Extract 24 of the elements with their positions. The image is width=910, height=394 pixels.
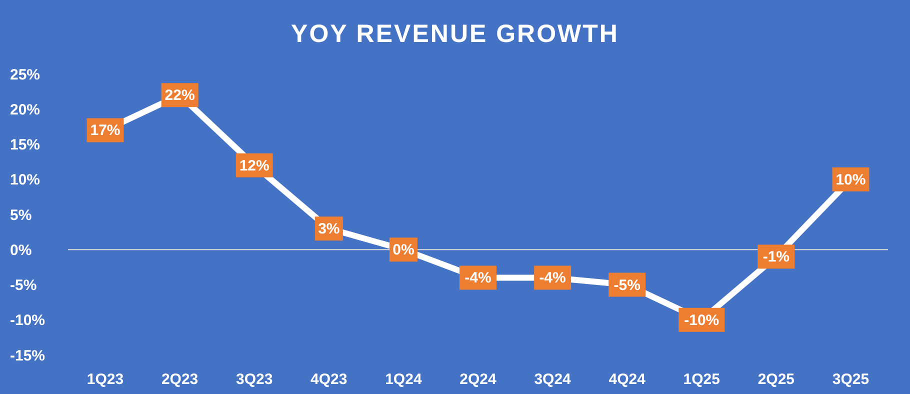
y-tick-label: 10%: [10, 172, 40, 189]
y-tick-label: -15%: [10, 347, 46, 364]
data-label: -10%: [684, 312, 720, 329]
y-tick-label: 15%: [10, 136, 40, 154]
x-tick-label: 1Q23: [86, 371, 124, 388]
x-tick-label: 1Q25: [683, 371, 720, 388]
x-tick-label: 4Q23: [310, 371, 348, 388]
x-tick-label: 2Q24: [460, 371, 497, 388]
data-label: 0%: [392, 242, 414, 259]
x-tick-label: 1Q24: [385, 371, 422, 388]
data-label: 3%: [318, 220, 340, 238]
y-tick-label: 5%: [10, 206, 32, 224]
x-tick-label: 3Q25: [832, 371, 870, 388]
x-tick-label: 2Q23: [161, 371, 198, 388]
x-tick-label: 3Q23: [236, 371, 273, 388]
x-tick-label: 2Q25: [758, 371, 795, 388]
y-tick-label: 25%: [10, 66, 40, 84]
x-tick-label: 4Q24: [608, 371, 646, 388]
x-tick-label: 3Q24: [534, 371, 572, 388]
y-tick-label: 0%: [10, 242, 32, 259]
y-tick-label: -5%: [10, 277, 37, 294]
y-tick-label: 20%: [10, 101, 40, 118]
y-tick-label: -10%: [10, 312, 46, 330]
chart-title: YOY REVENUE GROWTH: [290, 20, 620, 49]
